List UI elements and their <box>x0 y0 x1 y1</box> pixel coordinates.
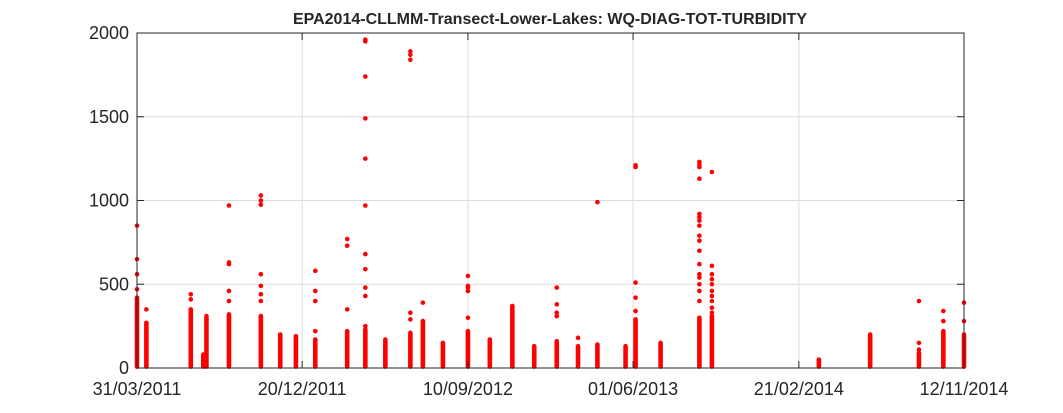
data-point <box>709 276 715 282</box>
data-point <box>312 328 318 334</box>
y-tick-label: 1000 <box>89 191 129 211</box>
data-point <box>258 271 264 277</box>
data-point <box>916 347 922 352</box>
data-point <box>554 285 560 290</box>
data-points <box>134 37 967 369</box>
data-point <box>554 313 560 319</box>
data-point <box>554 310 560 316</box>
data-point <box>709 288 715 294</box>
data-point <box>408 57 413 63</box>
data-point <box>697 248 702 254</box>
y-tick-label: 0 <box>119 358 129 378</box>
data-point <box>709 298 715 304</box>
data-point <box>465 273 471 279</box>
data-point <box>697 281 702 287</box>
y-tick-label: 500 <box>99 274 129 294</box>
data-point <box>420 300 426 305</box>
data-point <box>633 280 638 285</box>
data-point <box>258 298 264 304</box>
data-point <box>697 288 702 294</box>
chart-title: EPA2014-CLLMM-Transect-Lower-Lakes: WQ-D… <box>293 11 807 28</box>
data-point <box>697 261 702 267</box>
data-point <box>465 285 471 290</box>
tick-marks <box>136 32 965 369</box>
data-point <box>408 52 413 58</box>
data-point <box>697 214 702 220</box>
data-point <box>258 198 264 203</box>
data-point <box>709 169 715 175</box>
y-tick-label: 1500 <box>89 107 129 127</box>
data-point <box>363 323 368 329</box>
data-point <box>697 223 702 228</box>
data-point <box>697 164 702 170</box>
data-point <box>697 218 702 223</box>
data-point <box>226 261 232 267</box>
data-point <box>575 335 581 341</box>
data-point <box>554 302 560 307</box>
data-point <box>312 298 318 304</box>
data-point <box>633 308 638 314</box>
x-tick-labels: 31/03/2011 20/12/2011 10/09/2012 01/06/2013… <box>93 379 1009 399</box>
y-tick-labels: 0 500 1000 1500 2000 <box>89 23 129 378</box>
data-point <box>408 317 413 322</box>
data-point <box>709 263 715 269</box>
x-tick-label: 21/02/2014 <box>754 379 844 399</box>
data-point <box>258 193 264 198</box>
data-point <box>258 292 264 297</box>
data-point <box>258 202 264 207</box>
data-point <box>408 310 413 316</box>
data-point <box>916 340 922 346</box>
data-point <box>344 307 350 312</box>
data-point <box>633 164 638 170</box>
data-point <box>465 315 471 321</box>
data-point <box>312 268 318 274</box>
data-point <box>633 295 638 300</box>
data-point <box>697 298 702 304</box>
x-tick-label: 12/11/2014 <box>920 379 1009 399</box>
x-tick-label: 31/03/2011 <box>93 379 182 399</box>
data-point <box>363 251 368 257</box>
data-point <box>697 176 702 182</box>
data-point <box>144 307 149 312</box>
data-point <box>697 275 702 280</box>
data-point <box>312 288 318 294</box>
data-point <box>363 39 368 44</box>
data-point <box>709 271 715 277</box>
data-point <box>941 308 946 314</box>
data-point <box>363 156 368 161</box>
data-point <box>226 288 232 294</box>
x-tick-label: 01/06/2013 <box>588 379 678 399</box>
data-point <box>697 233 702 238</box>
data-point <box>709 310 715 316</box>
data-point <box>709 281 715 287</box>
data-point <box>363 285 368 290</box>
data-point <box>344 236 350 242</box>
data-point <box>408 49 413 54</box>
data-point <box>709 305 715 311</box>
x-tick-label: 20/12/2011 <box>258 379 347 399</box>
data-point <box>363 266 368 272</box>
data-point <box>697 271 702 277</box>
data-point <box>465 288 471 294</box>
data-point <box>204 313 209 319</box>
data-point <box>188 297 194 302</box>
data-point <box>697 238 702 243</box>
data-point <box>363 116 368 121</box>
data-point <box>363 203 368 208</box>
data-point <box>258 283 264 289</box>
x-tick-label: 10/09/2012 <box>423 379 513 399</box>
data-point <box>226 203 232 208</box>
data-point <box>595 199 600 205</box>
data-point <box>709 293 715 299</box>
data-point <box>916 298 922 304</box>
data-point <box>697 211 702 217</box>
data-point <box>188 292 194 297</box>
data-point <box>363 293 368 299</box>
data-point <box>344 243 350 249</box>
data-point <box>363 74 368 79</box>
y-tick-label: 2000 <box>89 23 129 43</box>
data-point <box>941 318 946 324</box>
data-point <box>226 298 232 304</box>
